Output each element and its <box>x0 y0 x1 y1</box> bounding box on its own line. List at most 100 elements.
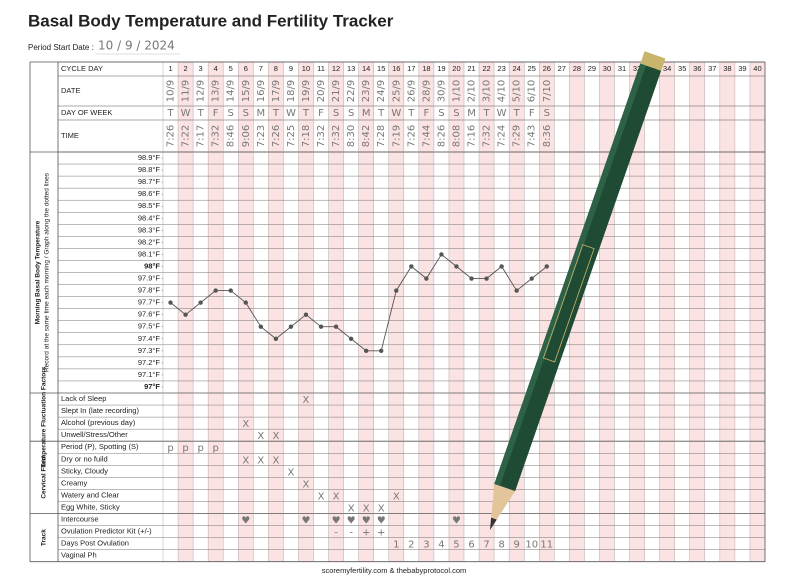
y-tick-label: 97.7°F <box>138 298 161 307</box>
period-start-date: 10 / 9 / 2024 <box>98 39 175 53</box>
pencil-print <box>542 244 595 363</box>
date: 28/9 <box>421 80 432 102</box>
time: 7:19 <box>391 125 402 147</box>
cycle-day: 22 <box>482 64 490 73</box>
weekday: S <box>243 108 249 119</box>
temperature-point <box>394 288 399 293</box>
weekday: M <box>257 108 266 119</box>
cycle-day: 19 <box>437 64 445 73</box>
column-shade <box>388 62 404 562</box>
y-tick-label: 98.9°F <box>138 153 161 162</box>
y-tick-label: 98.4°F <box>138 213 161 222</box>
entry: 1 <box>393 540 399 551</box>
temperature-point <box>333 324 339 329</box>
temperature-point <box>348 336 354 341</box>
weekday: M <box>362 108 371 119</box>
weekday: F <box>213 108 219 119</box>
cycle-day: 15 <box>377 64 385 73</box>
temperature-point <box>228 288 233 293</box>
date: 2/10 <box>467 80 478 102</box>
date: 26/9 <box>406 80 417 102</box>
entry: X <box>257 431 264 442</box>
temperature-point <box>243 300 248 305</box>
row-label: Creamy <box>61 478 88 487</box>
cycle-day: 39 <box>738 64 746 73</box>
entry: + <box>362 528 370 539</box>
entry: p <box>167 443 173 454</box>
weekday: M <box>467 108 476 119</box>
cycle-day: 36 <box>693 64 701 73</box>
row-label: Days Post Ovulation <box>61 539 129 548</box>
weekday: S <box>348 108 354 119</box>
column-shade <box>689 62 705 562</box>
section-label: Cervical Fluid <box>41 456 48 499</box>
time: 7:32 <box>482 125 493 147</box>
cycle-day: 34 <box>663 64 671 73</box>
temperature-point <box>454 264 459 269</box>
time: 7:32 <box>211 125 222 147</box>
cycle-day: 3 <box>199 64 203 73</box>
date: 14/9 <box>226 80 237 102</box>
entry: X <box>348 503 355 514</box>
column-shade <box>448 62 464 562</box>
entry: ♥ <box>301 516 310 527</box>
time: 8:42 <box>361 125 372 147</box>
weekday: W <box>391 108 401 119</box>
row-label: Unwell/Stress/Other <box>61 430 128 439</box>
column-shade <box>328 62 344 562</box>
time: 9:06 <box>241 125 252 147</box>
y-tick-label: 97°F <box>144 382 160 391</box>
cycle-day: 6 <box>244 64 248 73</box>
entry: X <box>363 503 370 514</box>
weekday: F <box>423 108 429 119</box>
weekday: T <box>197 108 205 119</box>
temperature-point <box>484 276 489 281</box>
entry: ♥ <box>377 516 386 527</box>
temperature-point <box>183 312 188 317</box>
time: 7:28 <box>376 125 387 147</box>
column-shade <box>539 62 555 562</box>
weekday: T <box>272 108 280 119</box>
cycle-day: 26 <box>543 64 551 73</box>
y-tick-label: 97.1°F <box>138 370 161 379</box>
entry: ♥ <box>347 516 356 527</box>
entry: X <box>393 491 400 502</box>
cycle-day: 1 <box>168 64 172 73</box>
time: 7:29 <box>512 125 523 147</box>
pencil-body <box>494 63 662 492</box>
entry: + <box>377 528 385 539</box>
temperature-point <box>303 312 309 317</box>
pencil-highlight <box>494 63 647 486</box>
row-label: Lack of Sleep <box>61 394 106 403</box>
entry: X <box>303 479 310 490</box>
temperature-point <box>288 324 294 329</box>
entry: X <box>333 491 340 502</box>
date: 10/9 <box>166 80 177 102</box>
weekday: W <box>181 108 191 119</box>
entry: 11 <box>540 540 553 551</box>
time: 7:26 <box>166 125 177 147</box>
time: 8:46 <box>226 125 237 147</box>
cycle-day: 2 <box>183 64 187 73</box>
row-label: Alcohol (previous day) <box>61 418 136 427</box>
entry: X <box>272 431 279 442</box>
temperature-point <box>544 264 549 269</box>
entry: 4 <box>438 540 444 551</box>
entry: ♥ <box>332 516 341 527</box>
weekday: T <box>513 108 521 119</box>
time: 7:23 <box>256 125 267 147</box>
temperature-point <box>168 300 173 305</box>
column-shade <box>268 62 284 562</box>
cycle-day: 27 <box>558 64 566 73</box>
time: 7:26 <box>271 125 282 147</box>
y-tick-label: 97.3°F <box>138 346 161 355</box>
temperature-point <box>424 276 429 281</box>
column-shade <box>418 62 434 562</box>
cycle-day: 40 <box>753 64 761 73</box>
time: 8:08 <box>451 125 462 147</box>
pencil-cap <box>640 51 666 71</box>
column-shade <box>178 62 194 562</box>
y-tick-label: 97.9°F <box>138 274 161 283</box>
row-label: Vaginal Ph <box>61 551 97 560</box>
